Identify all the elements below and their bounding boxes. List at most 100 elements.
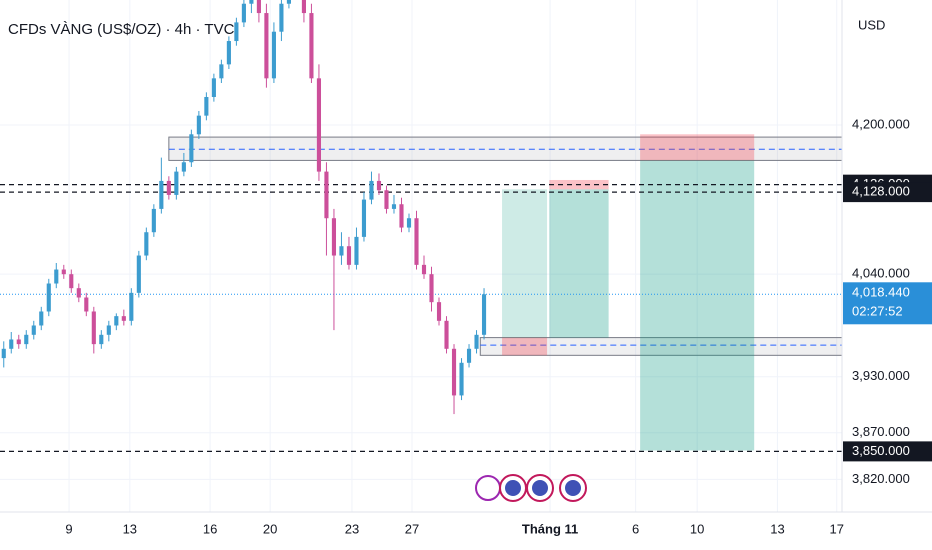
candle-body bbox=[99, 334, 104, 345]
candle-body bbox=[196, 115, 201, 135]
candle-body bbox=[84, 297, 89, 312]
event-icon[interactable] bbox=[475, 475, 501, 501]
currency-label: USD bbox=[858, 17, 885, 32]
candle-body bbox=[106, 325, 111, 335]
candle-body bbox=[346, 246, 352, 265]
y-tick-label: 3,930.000 bbox=[852, 368, 910, 383]
zone bbox=[479, 337, 842, 356]
last-price-label: 4,018.440 bbox=[852, 285, 910, 300]
x-tick-label: 20 bbox=[263, 521, 277, 536]
level-label-box bbox=[843, 441, 932, 462]
position-target bbox=[640, 160, 755, 451]
flag-icon bbox=[532, 480, 548, 496]
candle-body bbox=[39, 311, 44, 326]
candle-body bbox=[211, 78, 216, 97]
candle-body bbox=[234, 22, 239, 42]
plot-area bbox=[0, 0, 842, 453]
candle-body bbox=[1, 348, 6, 359]
candle-body bbox=[421, 264, 427, 275]
x-tick-label: 23 bbox=[345, 521, 359, 536]
level-label-box bbox=[843, 182, 932, 203]
candle-body bbox=[384, 190, 389, 209]
candle-body bbox=[436, 302, 442, 321]
chart-title: CFDs VÀNG (US$/OZ) · 4h · TVC bbox=[8, 21, 235, 38]
candle-body bbox=[9, 339, 14, 349]
candle-body bbox=[429, 274, 434, 303]
candle-body bbox=[181, 162, 186, 172]
candle-body bbox=[69, 274, 74, 289]
candle-body bbox=[399, 204, 404, 228]
position-stop bbox=[640, 134, 755, 161]
candle-body bbox=[91, 311, 96, 345]
candle-body bbox=[414, 218, 419, 265]
flag-icon bbox=[505, 480, 521, 496]
candle-body bbox=[391, 204, 397, 209]
flag-icon bbox=[565, 480, 581, 496]
candle-body bbox=[16, 339, 21, 345]
candle-body bbox=[406, 218, 412, 228]
candle-body bbox=[474, 334, 479, 349]
x-tick-label: 9 bbox=[65, 521, 72, 536]
candle-body bbox=[451, 348, 457, 396]
x-tick-label: 13 bbox=[770, 521, 784, 536]
candle-body bbox=[61, 269, 66, 275]
y-tick-label: 4,040.000 bbox=[852, 266, 910, 281]
x-tick-label: 17 bbox=[830, 521, 844, 536]
candle-body bbox=[129, 292, 134, 321]
x-tick-label: 27 bbox=[405, 521, 419, 536]
candle-body bbox=[481, 294, 487, 335]
candle-body bbox=[144, 232, 149, 256]
candle-body bbox=[54, 269, 59, 284]
candle-body bbox=[166, 180, 171, 195]
candle-body bbox=[31, 325, 36, 335]
grid bbox=[0, 0, 842, 512]
candle-body bbox=[444, 320, 449, 349]
axes: 4,200.000 4,040.000 3,930.000 3,870.000 3,82… bbox=[65, 116, 932, 536]
position-target bbox=[502, 189, 548, 338]
candle-body bbox=[369, 180, 374, 200]
candle-body bbox=[249, 0, 254, 4]
candle-body bbox=[459, 362, 464, 396]
x-tick-label: Tháng 11 bbox=[522, 521, 578, 536]
candle-body bbox=[376, 180, 382, 191]
level-label: 4,128.000 bbox=[852, 184, 910, 199]
last-price-box bbox=[843, 282, 932, 325]
y-tick-label: 3,820.000 bbox=[852, 471, 910, 486]
candle-body bbox=[76, 288, 81, 298]
x-tick-label: 16 bbox=[203, 521, 217, 536]
candle-body bbox=[324, 171, 329, 219]
candle-body bbox=[219, 64, 224, 79]
candle-body bbox=[189, 134, 194, 163]
candle-body bbox=[339, 246, 344, 256]
candle-body bbox=[361, 199, 367, 237]
candle-body bbox=[159, 180, 164, 209]
candle-body bbox=[264, 13, 269, 79]
position-target bbox=[549, 189, 609, 338]
position-stop bbox=[502, 337, 548, 356]
candle-body bbox=[204, 96, 209, 116]
candle-body bbox=[121, 316, 126, 321]
x-tick-label: 6 bbox=[632, 521, 639, 536]
event-icons bbox=[475, 474, 587, 502]
y-tick-label: 4,200.000 bbox=[852, 116, 910, 131]
candle-body bbox=[466, 348, 472, 363]
countdown-label: 02:27:52 bbox=[852, 304, 903, 319]
candle-body bbox=[271, 31, 276, 79]
candle-body bbox=[256, 0, 261, 14]
candle-body bbox=[279, 3, 284, 32]
y-tick-label: 3,870.000 bbox=[852, 424, 910, 439]
candle-body bbox=[316, 78, 322, 172]
candle-body bbox=[136, 255, 141, 293]
candle-body bbox=[174, 171, 179, 195]
candle-body bbox=[286, 0, 291, 4]
candle-body bbox=[241, 3, 246, 23]
candle-body bbox=[226, 41, 231, 65]
candle-body bbox=[354, 236, 359, 265]
x-tick-label: 13 bbox=[123, 521, 137, 536]
candle-body bbox=[309, 13, 314, 79]
candle-body bbox=[301, 0, 306, 14]
level-label: 3,850.000 bbox=[852, 443, 910, 458]
x-tick-label: 10 bbox=[690, 521, 704, 536]
candle-body bbox=[114, 316, 119, 326]
